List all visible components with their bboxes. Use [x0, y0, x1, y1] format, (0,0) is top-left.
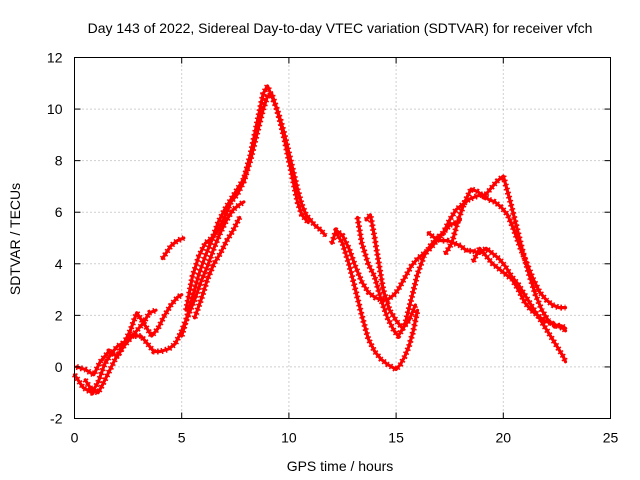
satellite-track-3-markers — [82, 199, 246, 396]
y-tick-label: 0 — [55, 359, 63, 375]
data-series — [72, 82, 569, 396]
y-tick-label: 2 — [55, 307, 63, 323]
satellite-track-4-markers — [159, 235, 185, 261]
satellite-track-10-markers — [354, 216, 462, 339]
y-tick-label: 4 — [55, 256, 63, 272]
y-tick-label: 10 — [47, 101, 63, 117]
x-tick-label: 10 — [281, 430, 297, 446]
satellite-track-11-markers — [363, 211, 419, 332]
x-tick-label: 0 — [71, 430, 79, 446]
axis-ticks: 0 5 10 15 20 25 -2 0 2 4 6 8 10 12 — [47, 50, 619, 446]
x-tick-label: 5 — [178, 430, 186, 446]
satellite-track-2-markers — [75, 292, 184, 378]
satellite-track-7-markers — [191, 216, 243, 319]
plot-frame — [74, 57, 611, 419]
x-axis-label: GPS time / hours — [287, 458, 394, 474]
satellite-track-14-markers — [470, 245, 568, 333]
grid — [74, 57, 611, 419]
satellite-track-5-markers — [178, 82, 328, 337]
y-tick-label: 12 — [47, 50, 63, 66]
satellite-track-13 — [443, 174, 568, 330]
x-tick-label: 15 — [388, 430, 404, 446]
y-tick-label: 8 — [55, 153, 63, 169]
satellite-track-6-markers — [183, 90, 311, 311]
y-axis-label: SDTVAR / TECUs — [7, 183, 23, 295]
chart-title: Day 143 of 2022, Sidereal Day-to-day VTE… — [88, 20, 593, 36]
satellite-track-9-markers — [333, 231, 421, 373]
satellite-track-4 — [160, 236, 186, 261]
y-tick-label: 6 — [55, 204, 63, 220]
x-tick-label: 25 — [603, 430, 619, 446]
x-tick-label: 20 — [496, 430, 512, 446]
y-tick-label: -2 — [50, 411, 63, 427]
satellite-track-2 — [75, 293, 184, 377]
satellite-track-13-markers — [442, 173, 568, 331]
